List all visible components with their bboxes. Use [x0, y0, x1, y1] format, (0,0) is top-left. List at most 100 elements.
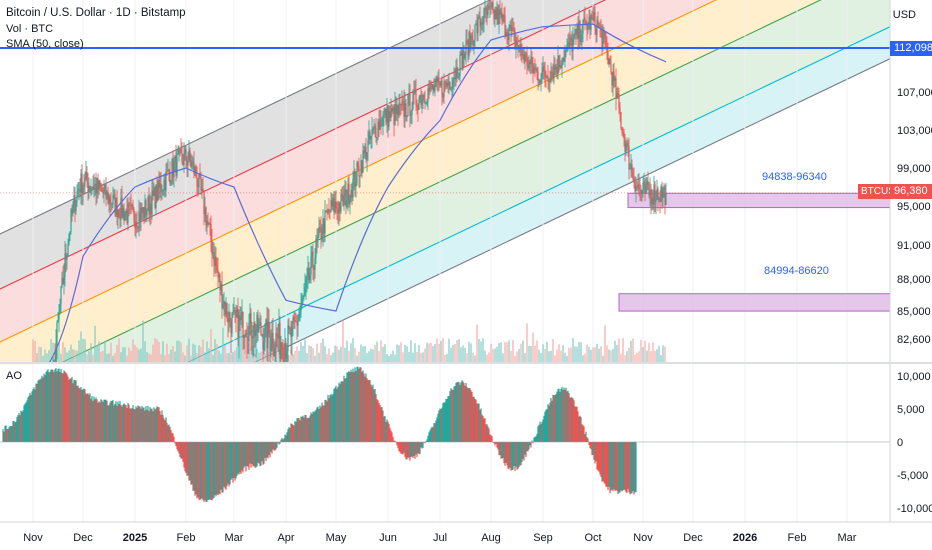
candle-body: [98, 180, 100, 190]
volume-bar: [314, 355, 316, 362]
ao-bar: [457, 382, 459, 442]
candle-body: [310, 256, 312, 275]
candle-body: [332, 197, 334, 207]
volume-bar: [480, 341, 482, 362]
candle-body: [250, 312, 252, 337]
candle-body: [341, 193, 343, 195]
ao-bar: [425, 441, 427, 442]
candle-body: [585, 20, 587, 25]
ao-bar: [238, 442, 240, 475]
candle-body: [333, 197, 335, 213]
ao-bar: [387, 421, 389, 442]
candle-body: [662, 189, 664, 198]
ao-bar: [551, 400, 553, 442]
candle-body: [97, 178, 99, 190]
candle-body: [210, 223, 212, 241]
volume-bar: [546, 342, 548, 362]
candle-body: [134, 221, 136, 229]
ao-bar: [353, 372, 355, 442]
candle-body: [55, 347, 57, 362]
ao-bar: [506, 442, 508, 466]
ao-bar: [179, 442, 181, 457]
candle-body: [424, 100, 426, 104]
ao-bar: [528, 442, 530, 450]
candle-body: [228, 312, 230, 323]
ao-bar: [491, 436, 493, 442]
ao-bar: [389, 427, 391, 442]
ao-bar: [93, 396, 95, 442]
ao-bar: [404, 442, 406, 458]
ao-bar: [41, 375, 43, 442]
ao-bar: [194, 442, 196, 496]
candle-body: [151, 190, 153, 215]
candle-body: [547, 76, 549, 82]
candle-body: [580, 39, 582, 42]
ao-bar: [380, 407, 382, 442]
volume-bar: [292, 354, 294, 362]
ao-bar: [177, 442, 179, 452]
ao-bar: [422, 442, 424, 448]
ao-bar: [300, 416, 302, 442]
ao-bar: [127, 402, 129, 442]
volume-bar: [70, 344, 72, 362]
ao-bar: [57, 369, 59, 442]
candle-body: [475, 23, 477, 26]
candle-body: [257, 314, 259, 333]
ao-bar: [535, 436, 537, 442]
volume-bar: [438, 343, 440, 362]
ao-bar: [329, 395, 331, 442]
ao-bar: [352, 368, 354, 442]
ao-bar: [304, 414, 306, 442]
ao-bar: [321, 402, 323, 442]
ao-bar: [481, 414, 483, 442]
ao-bar: [531, 440, 533, 442]
ao-bar: [77, 385, 79, 442]
candle-body: [130, 204, 132, 206]
candle-body: [276, 332, 278, 336]
ao-bar: [266, 442, 268, 458]
current-price-tag: 96,380: [890, 184, 932, 199]
ao-bar: [605, 442, 607, 487]
volume-bar: [412, 352, 414, 362]
ao-bar: [156, 406, 158, 442]
candle-body: [284, 343, 286, 362]
candle-body: [86, 172, 88, 183]
volume-bar: [168, 353, 170, 362]
ao-bar: [330, 393, 332, 442]
candle-body: [347, 183, 349, 201]
candle-body: [311, 251, 313, 257]
ao-bar: [269, 442, 271, 458]
volume-bar: [230, 354, 232, 362]
ao-bar: [444, 402, 446, 442]
candle-body: [376, 137, 378, 139]
candle-body: [654, 184, 656, 203]
price-zones: [618, 192, 891, 312]
ao-bar: [140, 408, 142, 442]
candle-body: [611, 71, 613, 86]
candle-body: [183, 153, 185, 166]
volume-bar: [58, 342, 60, 362]
volume-bar: [396, 344, 398, 362]
candle-body: [439, 82, 441, 86]
candle-body: [120, 197, 122, 220]
candlesticks: [52, 0, 667, 362]
ao-bar: [190, 442, 192, 485]
candle-body: [631, 164, 633, 173]
ao-bar: [278, 442, 280, 445]
ao-bar: [461, 380, 463, 442]
candle-body: [81, 173, 83, 194]
candle-body: [435, 77, 437, 86]
ao-bar: [139, 406, 141, 442]
time-tick-label: Jun: [379, 532, 397, 544]
volume-bar: [448, 338, 450, 362]
candle-body: [367, 140, 369, 153]
volume-bar: [442, 338, 444, 362]
candle-body: [223, 301, 225, 305]
ao-bar: [351, 372, 353, 442]
candle-body: [456, 67, 458, 78]
ao-bar: [302, 415, 304, 442]
ao-bar: [368, 380, 370, 442]
candle-body: [108, 196, 110, 205]
ao-bar: [39, 379, 41, 442]
ao-bar: [160, 414, 162, 442]
